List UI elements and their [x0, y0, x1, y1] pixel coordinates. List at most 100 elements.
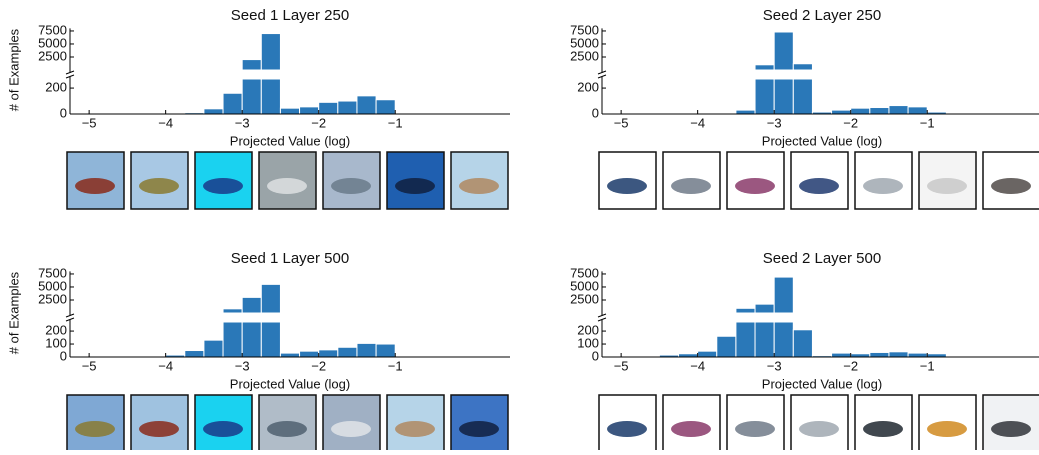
y-tick-label: 0	[60, 348, 67, 363]
panel: Seed 1 Layer 500 Projected Value (log) # o…	[6, 250, 510, 450]
example-object	[927, 421, 967, 437]
bar-upper	[736, 308, 755, 313]
y-tick-label: 7500	[570, 265, 599, 280]
example-object	[395, 421, 435, 437]
x-tick-label: −5	[614, 358, 629, 373]
example-object	[75, 421, 115, 437]
x-tick-label: −3	[235, 115, 250, 130]
example-object	[203, 421, 243, 437]
example-object	[863, 421, 903, 437]
bar	[832, 353, 851, 357]
x-axis-label: Projected Value (log)	[230, 376, 350, 391]
bar-upper	[242, 60, 261, 70]
example-object	[331, 421, 371, 437]
bar	[832, 110, 851, 114]
y-tick-label: 7500	[38, 265, 67, 280]
y-tick-label: 200	[577, 80, 599, 95]
y-tick-label: 2500	[38, 48, 67, 63]
x-tick-label: −2	[311, 115, 326, 130]
example-object	[395, 178, 435, 194]
bar-lower	[261, 322, 280, 357]
y-tick-label: 200	[45, 323, 67, 338]
bar	[204, 340, 223, 357]
x-tick-label: −1	[920, 115, 935, 130]
bar	[793, 330, 812, 357]
bar	[376, 344, 395, 357]
bar-upper	[755, 304, 774, 313]
bar-lower	[242, 322, 261, 357]
x-axis-label: Projected Value (log)	[230, 133, 350, 148]
bar	[319, 350, 338, 357]
y-tick-label: 5000	[570, 278, 599, 293]
bar-upper	[793, 64, 812, 70]
y-axis-label: # of Examples	[6, 271, 21, 354]
bar-upper	[261, 34, 280, 70]
y-tick-label: 2500	[570, 48, 599, 63]
bar-lower	[774, 79, 793, 114]
y-tick-label: 7500	[38, 22, 67, 37]
bar	[889, 106, 908, 114]
bar	[357, 343, 376, 357]
x-tick-label: −3	[235, 358, 250, 373]
x-axis-label: Projected Value (log)	[762, 133, 882, 148]
bar	[736, 110, 755, 114]
x-tick-label: −4	[690, 358, 705, 373]
y-tick-label: 2500	[570, 291, 599, 306]
bar	[376, 100, 395, 114]
bar	[908, 353, 927, 357]
y-tick-label: 200	[577, 323, 599, 338]
x-tick-label: −5	[82, 115, 97, 130]
y-tick-label: 5000	[38, 278, 67, 293]
example-object	[203, 178, 243, 194]
y-tick-label: 0	[592, 348, 599, 363]
x-tick-label: −4	[690, 115, 705, 130]
example-object	[991, 178, 1031, 194]
bar	[280, 353, 299, 357]
y-tick-label: 2500	[38, 291, 67, 306]
chart-title: Seed 1 Layer 250	[231, 7, 349, 24]
x-tick-label: −3	[767, 115, 782, 130]
chart-title: Seed 2 Layer 500	[763, 250, 881, 267]
example-object	[863, 178, 903, 194]
y-tick-label: 5000	[570, 35, 599, 50]
y-axis-label: # of Examples	[6, 28, 21, 111]
panel: Seed 2 Layer 500 Projected Value (log) −5 −…	[570, 250, 1039, 450]
x-tick-label: −2	[843, 115, 858, 130]
y-tick-label: 100	[577, 335, 599, 350]
example-object	[139, 178, 179, 194]
x-tick-label: −4	[158, 115, 173, 130]
example-object	[671, 421, 711, 437]
example-object	[607, 421, 647, 437]
example-object	[459, 421, 499, 437]
x-tick-label: −2	[843, 358, 858, 373]
example-object	[991, 421, 1031, 437]
x-tick-label: −3	[767, 358, 782, 373]
bar	[300, 107, 319, 114]
bar-lower	[242, 79, 261, 114]
bar-upper	[223, 309, 242, 313]
x-tick-label: −1	[388, 115, 403, 130]
example-object	[799, 421, 839, 437]
bar-upper	[261, 284, 280, 313]
y-tick-label: 200	[45, 80, 67, 95]
bar-lower	[736, 322, 755, 357]
bar	[319, 102, 338, 114]
bar-lower	[774, 322, 793, 357]
example-object	[75, 178, 115, 194]
bar	[870, 352, 889, 357]
example-object	[735, 421, 775, 437]
x-tick-label: −2	[311, 358, 326, 373]
chart-title: Seed 1 Layer 500	[231, 250, 349, 267]
x-tick-label: −5	[614, 115, 629, 130]
y-tick-label: 0	[60, 105, 67, 120]
chart-title: Seed 2 Layer 250	[763, 7, 881, 24]
example-object	[139, 421, 179, 437]
bar	[889, 352, 908, 357]
bar-lower	[223, 322, 242, 357]
bar-lower	[793, 79, 812, 114]
y-tick-label: 100	[45, 335, 67, 350]
example-object	[607, 178, 647, 194]
example-object	[671, 178, 711, 194]
x-axis-label: Projected Value (log)	[762, 376, 882, 391]
